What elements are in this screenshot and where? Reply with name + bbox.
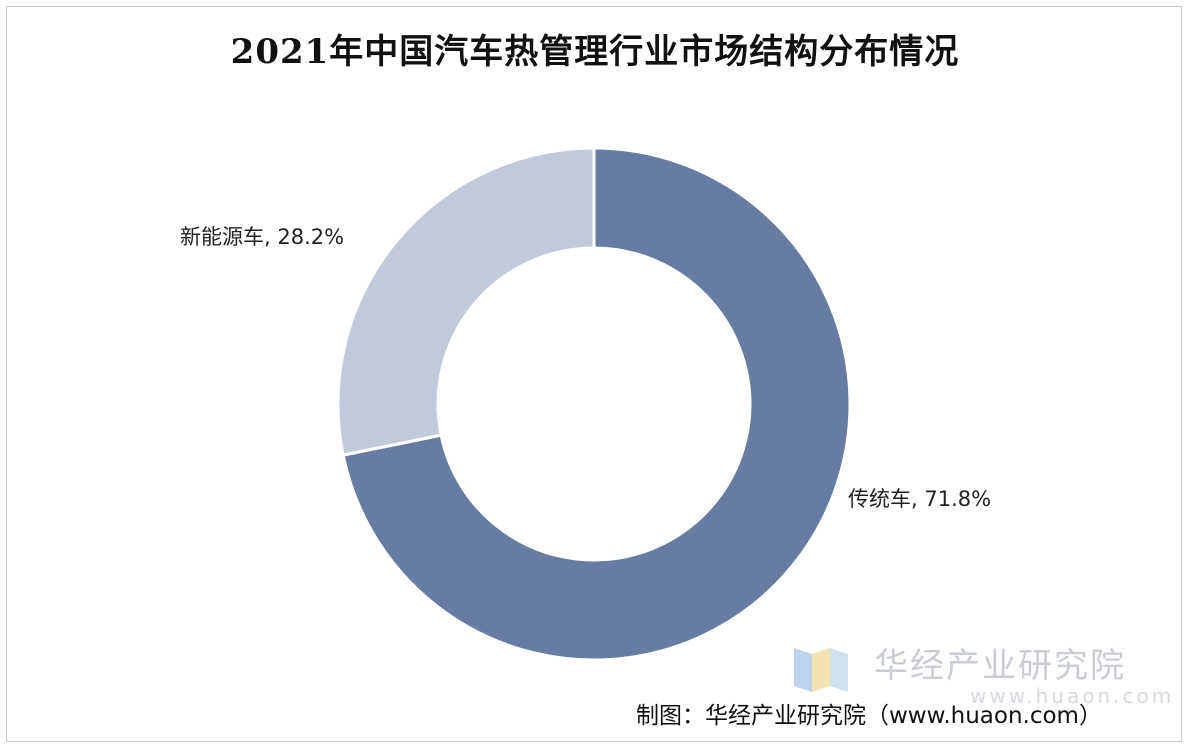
watermark-url: www.huaon.com [970,684,1175,708]
donut-slice-1 [336,146,596,457]
watermark-logo-icon [794,648,848,692]
slice-label-1: 新能源车, 28.2% [180,225,344,249]
watermark-text: 华经产业研究院 [874,646,1126,686]
watermark: 华经产业研究院 www.huaon.com [790,636,1171,708]
donut-slice-0 [341,146,852,662]
slice-label-0: 传统车, 71.8% [848,487,991,511]
chart-title: 2021年中国汽车热管理行业市场结构分布情况 [230,32,960,72]
source-note: 制图：华经产业研究院（www.huaon.com） [636,703,1102,729]
